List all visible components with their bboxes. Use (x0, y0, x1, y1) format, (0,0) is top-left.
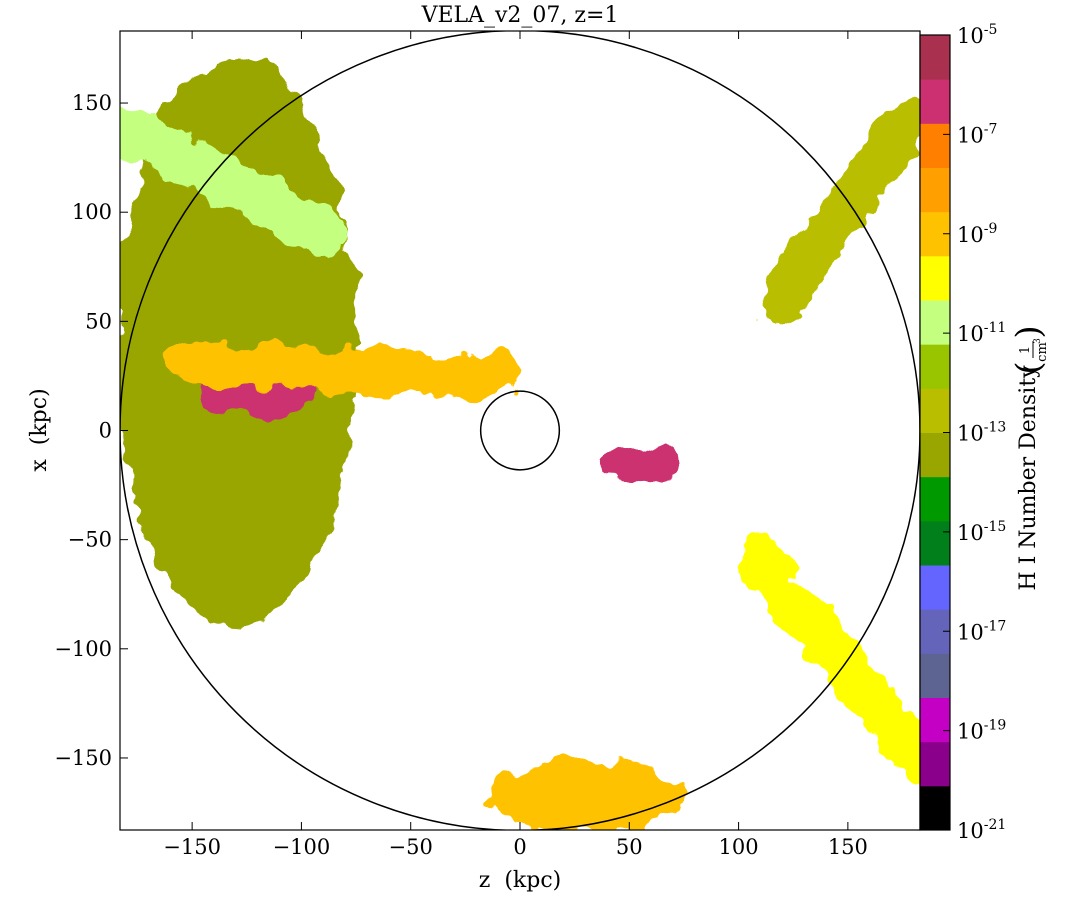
x-tick-label: −100 (273, 835, 331, 859)
x-axis-label: z (kpc) (479, 868, 561, 893)
plot-area (120, 31, 920, 830)
y-tick-label: 0 (99, 419, 112, 443)
colorbar-tick-label: 10-15 (957, 519, 1006, 545)
y-tick-label: −100 (54, 637, 112, 661)
colorbar-bin (920, 344, 950, 389)
colorbar-bin (920, 123, 950, 168)
y-axis-ticks: 150 100 50 0 −50 −100 −150 (54, 91, 128, 770)
colorbar-bin (920, 565, 950, 610)
colorbar (920, 35, 950, 831)
density-region-bottom-blob (487, 762, 684, 830)
colorbar-bin (920, 785, 950, 831)
colorbar-tick-label: 10-17 (957, 618, 1006, 644)
y-tick-label: 100 (72, 200, 112, 224)
x-tick-label: −150 (163, 835, 221, 859)
y-tick-label: 150 (72, 91, 112, 115)
colorbar-bin (920, 697, 950, 743)
y-tick-label: −50 (68, 528, 112, 552)
colorbar-tick-label: 10-5 (957, 22, 997, 48)
colorbar-tick-label: 10-9 (957, 221, 997, 247)
colorbar-bin (920, 476, 950, 522)
colorbar-tick-label: 10-19 (957, 718, 1006, 744)
colorbar-bin (920, 35, 950, 80)
colorbar-bin (920, 300, 950, 345)
density-region-upper-left-filament (120, 101, 347, 258)
colorbar-bin (920, 520, 950, 566)
colorbar-bin (920, 741, 950, 787)
y-tick-label: −150 (54, 746, 112, 770)
colorbar-unit-power: 3 (1033, 338, 1043, 344)
colorbar-ticks: 10-5 10-7 10-9 10-11 10-13 10-15 10-17 10-19 10-… (943, 22, 1006, 843)
colorbar-label: H I Number Density ( 1 cm 3 ) (1009, 325, 1050, 590)
x-tick-label: 150 (828, 835, 868, 859)
colorbar-bin (920, 388, 950, 433)
colorbar-unit-paren-open: ( (1009, 361, 1049, 374)
colorbar-bin (920, 255, 950, 301)
x-tick-label: 0 (513, 835, 526, 859)
colorbar-tick-label: 10-13 (957, 420, 1006, 446)
x-axis-ticks: −150 −100 −50 0 50 100 150 (163, 31, 868, 859)
colorbar-tick-label: 10-21 (957, 817, 1006, 843)
colorbar-tick-label: 10-11 (957, 320, 1006, 346)
chart-title: VELA_v2_07, z=1 (421, 3, 619, 28)
colorbar-bin (920, 432, 950, 478)
density-region-upper-right-filament (759, 101, 920, 323)
colorbar-bin (920, 653, 950, 698)
colorbar-unit-paren-close: ) (1009, 325, 1049, 338)
colorbar-unit-numerator: 1 (1018, 346, 1033, 354)
colorbar-bin (920, 79, 950, 124)
x-tick-label: 100 (719, 835, 759, 859)
colorbar-bin (920, 167, 950, 213)
colorbar-tick-label: 10-7 (957, 121, 997, 147)
density-region-right-clump (600, 445, 680, 481)
y-tick-label: 50 (85, 309, 112, 333)
density-region-lower-right-yellow (737, 538, 920, 781)
colorbar-unit-denominator: cm (1035, 342, 1050, 362)
x-tick-label: 50 (616, 835, 643, 859)
inner-galaxy-circle (479, 390, 561, 471)
y-axis-label: x (kpc) (27, 388, 52, 471)
density-region-left-stream (169, 342, 522, 399)
colorbar-label-text: H I Number Density (1016, 365, 1041, 591)
x-tick-label: −50 (389, 835, 433, 859)
